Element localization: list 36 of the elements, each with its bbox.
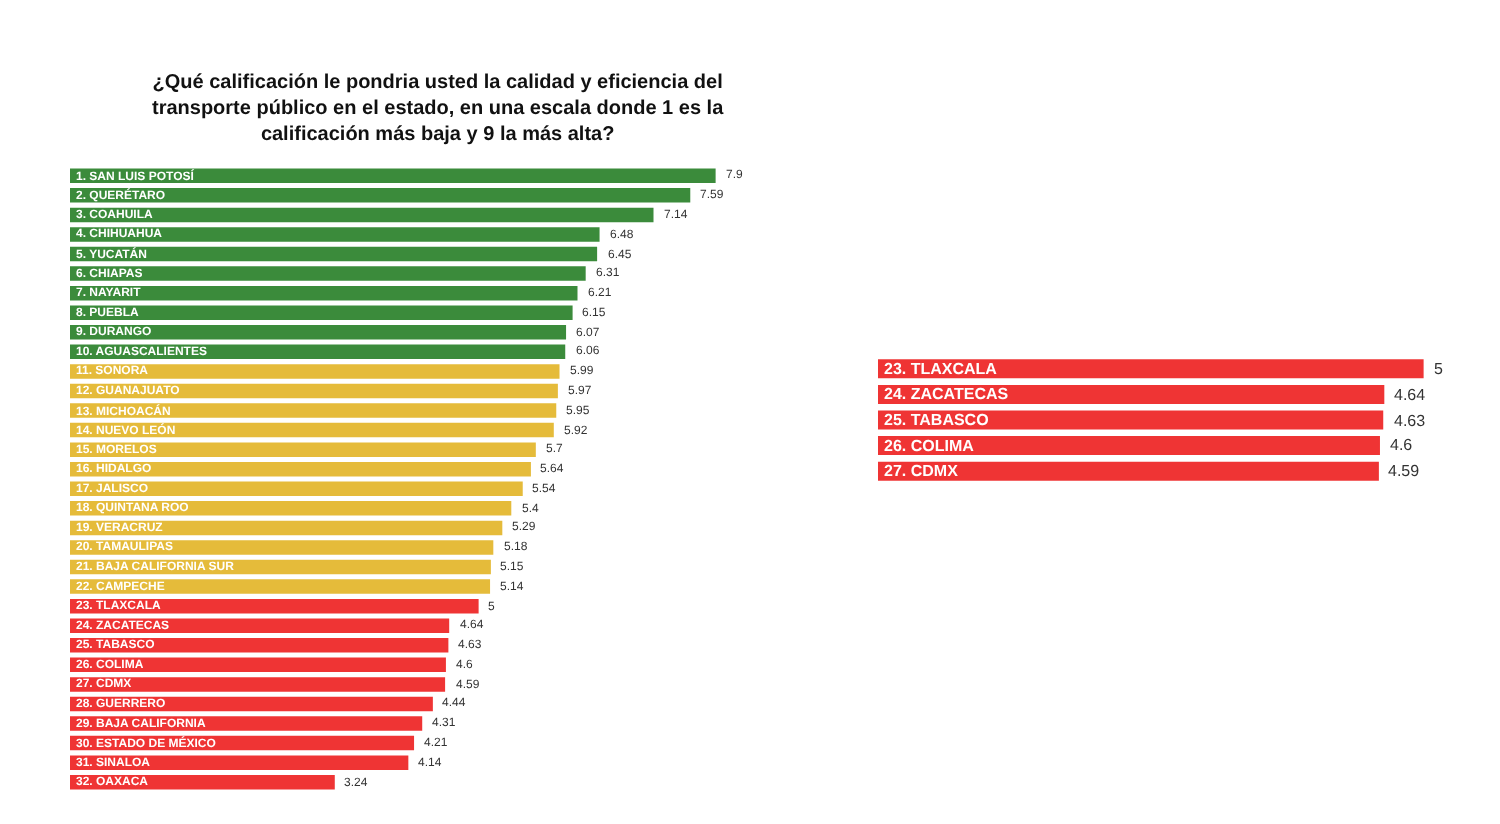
bar bbox=[70, 305, 573, 320]
data-label: 4.59 bbox=[1388, 462, 1421, 480]
category-label: 23. TLAXCALA bbox=[884, 359, 997, 378]
bar bbox=[70, 540, 494, 555]
bar bbox=[70, 501, 512, 516]
bar bbox=[70, 364, 560, 379]
category-label: 25. TABASCO bbox=[884, 411, 989, 429]
bar bbox=[70, 188, 691, 203]
bar bbox=[70, 579, 491, 594]
category-label: 24. ZACATECAS bbox=[884, 385, 1009, 404]
bar bbox=[70, 403, 557, 418]
bar bbox=[878, 436, 1380, 456]
bar bbox=[878, 359, 1424, 379]
bar bbox=[70, 461, 531, 477]
bar bbox=[878, 384, 1385, 404]
bar bbox=[70, 677, 446, 692]
bar bbox=[70, 638, 449, 653]
chart-title: ¿Qué calificación le pondria usted la calidad y eficiencia del transporte público en el estado, en una escala donde 1 es la calificación más baja y 9 la más alta? bbox=[152, 72, 725, 146]
bar bbox=[70, 618, 450, 633]
data-label: 4.6 bbox=[1390, 436, 1414, 454]
category-label: 27. CDMX bbox=[884, 462, 958, 481]
bar bbox=[70, 266, 586, 281]
category-label: 26. COLIMA bbox=[884, 436, 974, 455]
data-label: 4.63 bbox=[1394, 412, 1427, 430]
bar bbox=[70, 481, 523, 497]
bar bbox=[70, 657, 446, 673]
data-label: 4.64 bbox=[1394, 386, 1427, 404]
bar bbox=[70, 227, 600, 242]
bar bbox=[70, 755, 409, 770]
bar bbox=[70, 325, 567, 340]
bar bbox=[70, 285, 578, 301]
bar bbox=[70, 246, 598, 262]
bar bbox=[70, 442, 536, 457]
bar bbox=[70, 207, 654, 223]
bar bbox=[878, 461, 1379, 481]
data-label: 5 bbox=[1434, 360, 1444, 378]
